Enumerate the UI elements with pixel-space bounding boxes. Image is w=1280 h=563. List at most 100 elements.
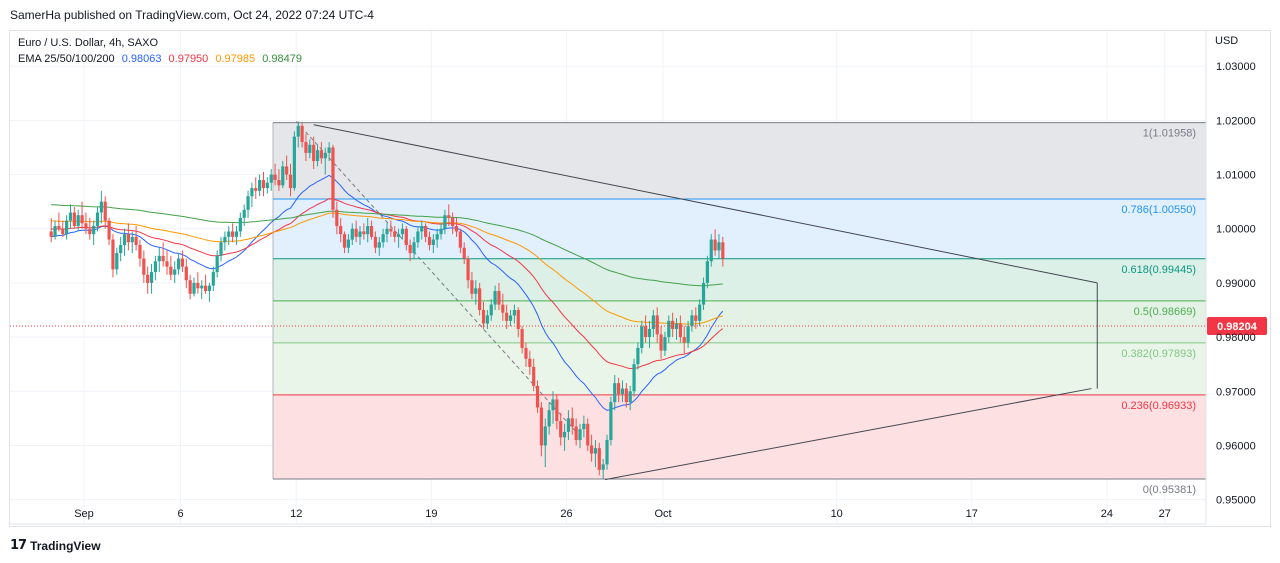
candle-body: [115, 253, 119, 270]
last-price-label: 0.98204: [1217, 321, 1258, 333]
ema100-line: [51, 212, 723, 325]
candle-body: [265, 182, 269, 189]
candle-body: [420, 226, 424, 232]
y-tick-label: 1.00000: [1216, 224, 1256, 236]
candle-body: [582, 423, 586, 430]
candle-body: [547, 410, 551, 427]
candle-body: [651, 315, 655, 329]
x-tick-label: 27: [1159, 508, 1171, 520]
candle-body: [288, 174, 293, 189]
candle-body: [566, 418, 571, 432]
candle-body: [57, 226, 61, 229]
ema25-value: 0.98063: [122, 53, 162, 65]
chart-frame: [9, 30, 1271, 527]
fib-band-1: [273, 122, 1206, 199]
candle-body: [323, 152, 327, 159]
candle-body: [535, 385, 540, 408]
candle-body: [366, 226, 370, 235]
fib-level-label: 0.382(0.97893): [1121, 348, 1196, 360]
candle-body: [698, 304, 702, 321]
candle-body: [578, 429, 582, 441]
candle-body: [161, 255, 165, 262]
candle-body: [678, 323, 682, 338]
candle-body: [424, 226, 428, 237]
x-tick-label: Oct: [654, 508, 671, 520]
candle-body: [49, 231, 53, 237]
candle-body: [203, 285, 208, 292]
candle-body: [234, 231, 239, 237]
candle-body: [451, 217, 455, 227]
candle-body: [157, 255, 161, 262]
candle-body: [146, 274, 150, 283]
candle-body: [312, 144, 316, 162]
candle-body: [431, 239, 435, 245]
candle-body: [543, 426, 547, 446]
candle-body: [192, 282, 196, 294]
candle-body: [466, 258, 470, 281]
candle-body: [435, 234, 439, 240]
candle-body: [173, 269, 177, 275]
candle-body: [532, 366, 536, 386]
x-tick-label: Sep: [74, 508, 94, 520]
footer[interactable]: 17 TradingView: [10, 538, 101, 553]
candle-body: [88, 228, 92, 235]
candle-body: [103, 201, 107, 221]
candle-body: [258, 179, 262, 191]
candle-body: [396, 234, 401, 237]
candle-body: [107, 220, 111, 240]
y-tick-label: 0.99000: [1216, 278, 1256, 290]
candle-body: [620, 388, 625, 394]
triangle-upper-line: [313, 124, 1098, 284]
time-axis: Sep 6 12 19 26 Oct 10 17 24 27: [10, 508, 1206, 525]
candle-body: [377, 242, 381, 248]
candle-body: [207, 285, 212, 292]
candle-body: [304, 142, 308, 153]
fib-level-label: 0.786(1.00550): [1121, 204, 1196, 216]
candle-body: [416, 231, 420, 243]
y-tick-label: 0.95000: [1216, 495, 1256, 507]
y-tick-label: 0.97000: [1216, 386, 1256, 398]
candle-body: [134, 236, 138, 245]
candle-body: [400, 228, 405, 235]
candle-body: [346, 239, 351, 248]
candle-body: [520, 328, 524, 348]
tradingview-logo-icon: 17: [10, 538, 27, 553]
y-tick-label: 0.96000: [1216, 440, 1256, 452]
candle-body: [497, 291, 501, 305]
candle-body: [169, 266, 173, 275]
candle-body: [516, 310, 520, 329]
candle-body: [261, 179, 266, 189]
candle-body: [215, 255, 219, 273]
candle-body: [92, 226, 96, 235]
fib-band-0.236: [273, 394, 1206, 479]
candle-body: [508, 315, 513, 321]
candle-body: [555, 399, 559, 422]
candle-body: [335, 209, 339, 227]
fib-band-0.618: [273, 258, 1206, 301]
candle-body: [331, 147, 335, 210]
candle-body: [95, 212, 100, 227]
candle-body: [539, 407, 544, 446]
candle-body: [342, 234, 347, 248]
candle-body: [292, 136, 296, 189]
candle-body: [593, 448, 598, 454]
candle-body: [636, 347, 640, 365]
candle-body: [632, 364, 636, 392]
candle-body: [682, 337, 686, 343]
fib-band-0.382: [273, 342, 1206, 395]
candle-body: [142, 258, 146, 275]
candle-body: [196, 282, 200, 289]
fib-band-0.5: [273, 300, 1206, 343]
candle-body: [138, 244, 142, 259]
candle-body: [709, 239, 713, 262]
x-tick-label: 10: [831, 508, 843, 520]
fib-retracement: 1(1.01958) 0.786(1.00550) 0.618(0.99445) 0.…: [272, 122, 1206, 496]
candle-body: [462, 247, 466, 259]
candle-body: [354, 228, 358, 237]
candle-body: [358, 231, 362, 237]
candle-body: [80, 215, 84, 224]
candle-body: [443, 215, 447, 229]
x-tick-label: 17: [966, 508, 978, 520]
candle-body: [574, 426, 578, 441]
